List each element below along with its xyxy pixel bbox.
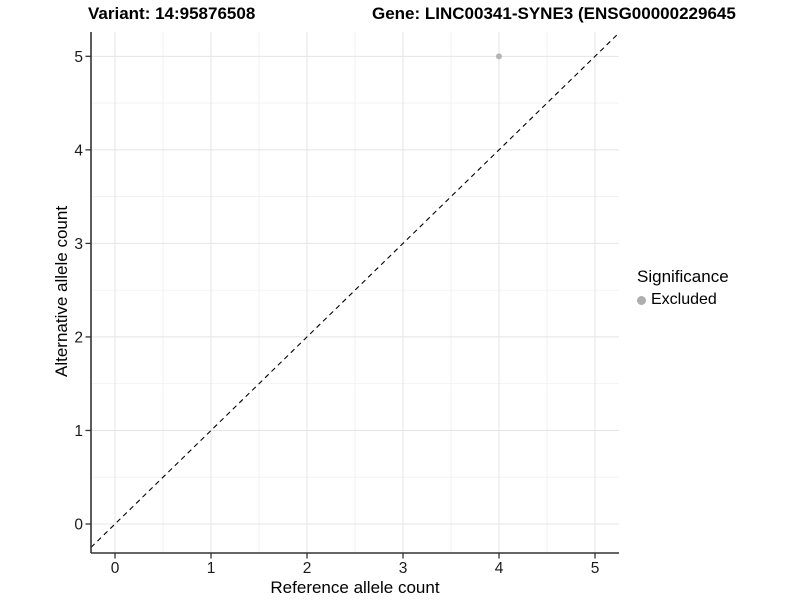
legend-item-excluded: Excluded <box>637 290 729 310</box>
x-tick-label: 0 <box>111 560 120 577</box>
excluded-point-icon <box>637 295 646 305</box>
y-tick-label: 0 <box>74 517 83 534</box>
x-axis-title: Reference allele count <box>270 578 440 597</box>
x-tick-label: 4 <box>495 560 504 577</box>
x-tick-label: 3 <box>399 560 408 577</box>
x-tick-label: 2 <box>303 560 312 577</box>
plot-title-gene: Gene: LINC00341-SYNE3 (ENSG00000229645 <box>372 4 736 23</box>
legend-title: Significance <box>637 267 729 286</box>
y-tick-label: 5 <box>74 49 83 66</box>
data-point-excluded <box>496 53 502 60</box>
y-tick-label: 1 <box>74 423 83 440</box>
y-tick-label: 2 <box>74 329 83 346</box>
identity-dashed-line <box>90 32 620 548</box>
y-axis-title: Alternative allele count <box>52 205 71 377</box>
x-tick-label: 1 <box>207 560 216 577</box>
y-tick-label: 4 <box>74 142 83 159</box>
x-tick-label: 5 <box>591 560 600 577</box>
plot-title-variant: Variant: 14:95876508 <box>88 4 256 23</box>
legend: Significance Excluded <box>637 266 729 310</box>
y-tick-label: 3 <box>74 236 83 253</box>
legend-item-label: Excluded <box>651 291 717 308</box>
